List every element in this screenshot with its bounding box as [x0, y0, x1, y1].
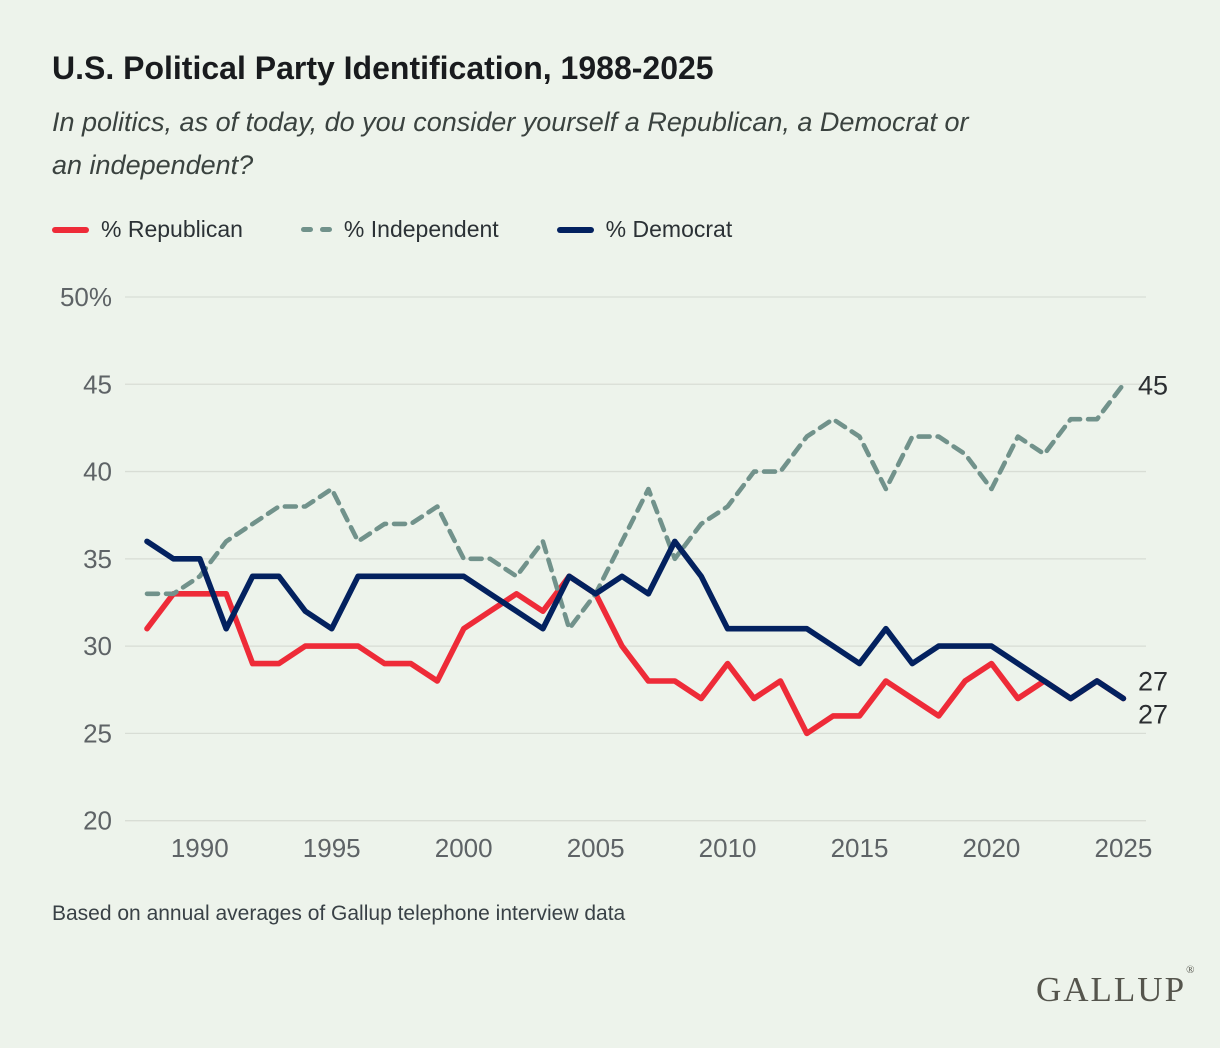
y-tick-label-20: 20: [83, 806, 112, 836]
legend-item-democrat: % Democrat: [556, 216, 733, 243]
y-tick-label-25: 25: [83, 718, 112, 748]
legend-label-independent: % Independent: [343, 216, 499, 242]
page-title: U.S. Political Party Identification, 198…: [52, 50, 714, 86]
x-tick-label-2015: 2015: [831, 833, 889, 863]
legend-label-republican: % Republican: [101, 216, 243, 242]
x-tick-label-2010: 2010: [699, 833, 757, 863]
x-tick-label-2005: 2005: [567, 833, 625, 863]
y-tick-label-30: 30: [83, 631, 112, 661]
y-tick-label-35: 35: [83, 544, 112, 574]
source-note: Based on annual averages of Gallup telep…: [52, 902, 626, 925]
end-label-republican: 27: [1138, 666, 1168, 696]
end-label-democrat: 27: [1138, 699, 1168, 729]
y-tick-label-45: 45: [83, 369, 112, 399]
x-tick-label-1995: 1995: [303, 833, 361, 863]
chart-legend: % Republican % Independent % Democrat: [52, 216, 790, 243]
republican-line: [144, 573, 1127, 737]
x-tick-label-2020: 2020: [963, 833, 1021, 863]
end-label-independent: 45: [1138, 370, 1168, 400]
x-tick-label-2000: 2000: [435, 833, 493, 863]
legend-item-republican: % Republican: [52, 216, 243, 243]
registered-trademark-icon: ®: [1186, 964, 1195, 976]
independent-line: [144, 381, 1126, 632]
x-tick-label-2025: 2025: [1095, 833, 1153, 863]
gallup-logo-text: GALLUP: [1036, 970, 1187, 1009]
y-tick-label-40: 40: [83, 457, 112, 487]
gallup-logo: GALLUP®: [1036, 964, 1194, 1010]
chart-subtitle-question: In politics, as of today, do you conside…: [52, 107, 969, 180]
legend-label-democrat: % Democrat: [605, 216, 733, 242]
independent-line-swatch-icon: [300, 227, 332, 232]
republican-line-swatch-icon: [52, 226, 89, 233]
legend-item-independent: % Independent: [300, 216, 499, 243]
x-tick-label-1990: 1990: [171, 833, 229, 863]
democrat-line: [144, 538, 1127, 702]
y-tick-label-50: 50%: [60, 282, 112, 312]
democrat-line-swatch-icon: [556, 226, 594, 233]
